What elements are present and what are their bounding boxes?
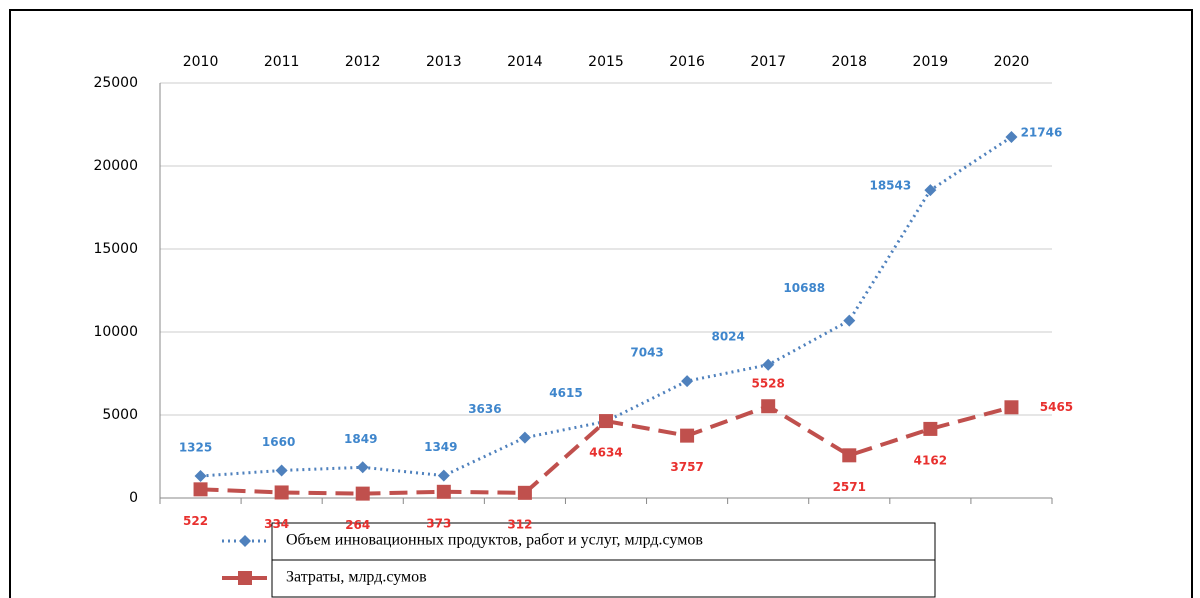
marker xyxy=(843,314,856,327)
data-label: 334 xyxy=(264,517,289,531)
x-tick-label: 2020 xyxy=(994,54,1030,70)
data-label: 21746 xyxy=(1021,126,1063,140)
data-label: 3757 xyxy=(670,460,703,474)
marker xyxy=(436,484,451,499)
y-tick-label: 15000 xyxy=(93,241,138,257)
x-tick-label: 2019 xyxy=(913,54,949,70)
data-label: 1660 xyxy=(262,435,295,449)
marker xyxy=(681,375,694,388)
x-tick-label: 2014 xyxy=(507,54,543,70)
x-tick-label: 2012 xyxy=(345,54,381,70)
marker xyxy=(517,485,532,500)
legend-cell xyxy=(271,559,936,598)
data-label: 7043 xyxy=(630,346,663,360)
legend-cell xyxy=(271,522,936,561)
data-label: 522 xyxy=(183,514,208,528)
data-label: 3636 xyxy=(468,402,501,416)
marker xyxy=(842,448,857,463)
legend-label: Затраты, млрд.сумов xyxy=(286,569,427,586)
marker xyxy=(275,464,288,477)
legend-label: Объем инновационных продуктов, работ и у… xyxy=(286,532,703,549)
frame xyxy=(9,9,1193,598)
marker xyxy=(193,482,208,497)
data-label: 10688 xyxy=(783,281,825,295)
marker xyxy=(355,486,370,501)
data-label: 373 xyxy=(426,516,451,530)
y-tick-label: 10000 xyxy=(93,324,138,340)
data-label: 264 xyxy=(345,518,370,532)
series-line xyxy=(200,135,1013,478)
legend-marker xyxy=(238,571,252,585)
y-tick-label: 0 xyxy=(129,490,138,506)
data-label: 1349 xyxy=(424,440,457,454)
x-tick-label: 2011 xyxy=(264,54,300,70)
data-label: 5528 xyxy=(751,377,784,391)
data-label: 2571 xyxy=(833,480,866,494)
marker xyxy=(761,399,776,414)
data-label: 18543 xyxy=(869,179,911,193)
data-label: 1849 xyxy=(344,432,377,446)
marker xyxy=(923,421,938,436)
marker xyxy=(762,358,775,371)
marker xyxy=(356,461,369,474)
marker xyxy=(599,414,613,429)
data-label: 4615 xyxy=(549,386,582,400)
marker xyxy=(680,428,695,443)
x-tick-label: 2015 xyxy=(588,54,624,70)
marker xyxy=(1004,400,1019,415)
y-tick-label: 25000 xyxy=(93,75,138,91)
data-label: 5465 xyxy=(1040,400,1073,414)
y-tick-label: 20000 xyxy=(93,158,138,174)
marker xyxy=(274,485,289,500)
data-label: 4162 xyxy=(914,453,947,467)
marker xyxy=(1005,131,1018,144)
x-tick-label: 2010 xyxy=(183,54,219,70)
x-tick-label: 2018 xyxy=(831,54,867,70)
x-tick-label: 2017 xyxy=(750,54,786,70)
legend-marker xyxy=(239,535,251,547)
data-label: 8024 xyxy=(711,329,744,343)
marker xyxy=(518,431,531,444)
marker xyxy=(924,184,937,197)
marker xyxy=(194,470,207,483)
data-label: 1325 xyxy=(179,441,212,455)
data-label: 4634 xyxy=(589,446,622,460)
y-tick-label: 5000 xyxy=(102,407,138,423)
x-tick-label: 2013 xyxy=(426,54,462,70)
data-label: 312 xyxy=(507,517,532,531)
marker xyxy=(437,469,450,482)
x-tick-label: 2016 xyxy=(669,54,705,70)
